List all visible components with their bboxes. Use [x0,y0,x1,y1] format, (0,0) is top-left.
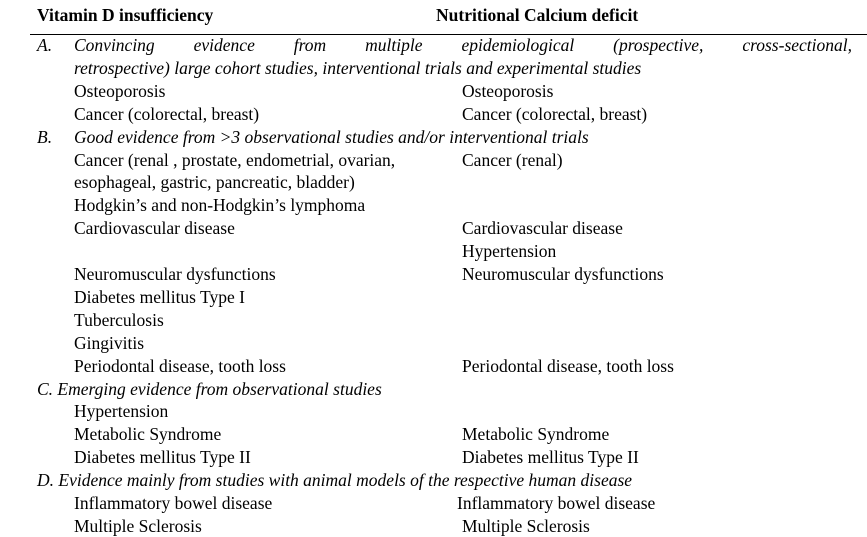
section-heading: retrospective) large cohort studies, int… [74,57,642,78]
column-header-calcium: Nutritional Calcium deficit [436,5,639,25]
vitamin-d-condition: Metabolic Syndrome [74,424,222,445]
vitamin-d-condition: Inflammatory bowel disease [74,493,273,513]
section-heading: D. Evidence mainly from studies with ani… [37,470,633,491]
vitamin-d-condition: Diabetes mellitus Type II [74,447,251,468]
calcium-condition: Diabetes mellitus Type II [462,447,639,468]
vitamin-d-condition: Tuberculosis [74,309,164,330]
calcium-condition: Hypertension [462,241,557,262]
vitamin-d-condition: Cardiovascular disease [74,218,235,239]
calcium-condition: Periodontal disease, tooth loss [462,355,674,376]
vitamin-d-condition: Osteoporosis [74,80,166,101]
vitamin-d-condition: Hodgkin’s and non-Hodgkin’s lymphoma [74,195,366,216]
vitamin-d-condition: Periodontal disease, tooth loss [74,355,286,376]
calcium-condition: Inflammatory bowel disease [457,493,656,513]
vitamin-d-condition: Multiple Sclerosis [74,515,202,536]
section-label: B. [37,126,53,147]
calcium-condition: Neuromuscular dysfunctions [462,264,664,284]
vitamin-d-condition: Hypertension [74,401,169,422]
section-label: A. [37,35,53,55]
vitamin-d-condition: Diabetes mellitus Type I [74,286,245,307]
calcium-condition: Metabolic Syndrome [462,424,610,445]
section-heading: Convincing evidence from multiple epidem… [74,35,852,55]
section-heading: Good evidence from >3 observational stud… [74,126,589,147]
calcium-condition: Cancer (renal) [462,149,563,170]
column-header-vitamin-d: Vitamin D insufficiency [37,5,214,25]
header-rule [30,34,867,35]
calcium-condition: Osteoporosis [462,80,554,101]
vitamin-d-condition: esophageal, gastric, pancreatic, bladder… [74,172,355,193]
calcium-condition: Multiple Sclerosis [462,515,590,536]
calcium-condition: Cancer (colorectal, breast) [462,103,648,124]
vitamin-d-condition: Neuromuscular dysfunctions [74,264,276,284]
vitamin-d-condition: Gingivitis [74,332,145,353]
vitamin-d-condition: Cancer (renal , prostate, endometrial, o… [74,149,396,170]
section-heading: C. Emerging evidence from observational … [37,378,382,399]
vitamin-d-condition: Cancer (colorectal, breast) [74,103,260,124]
calcium-condition: Cardiovascular disease [462,218,623,239]
